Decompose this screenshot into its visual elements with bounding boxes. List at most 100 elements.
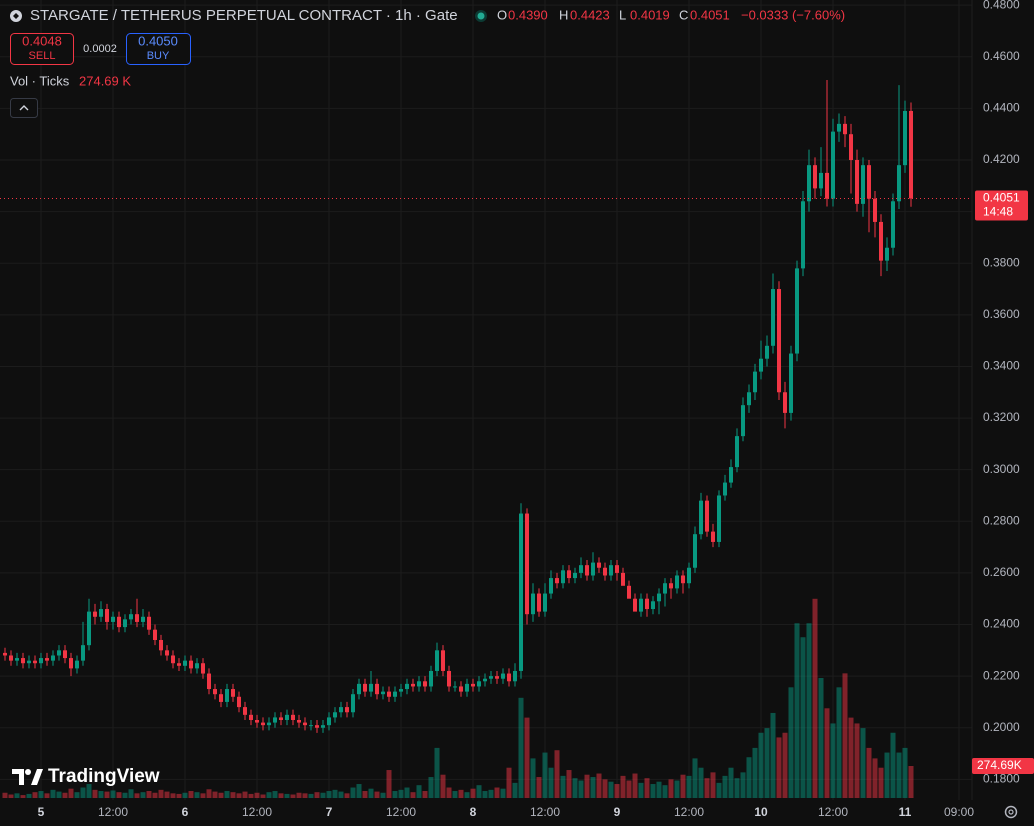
volume-bar [176,793,182,798]
volume-bar [236,793,242,798]
volume-bar [152,792,158,798]
candle-body [69,658,73,669]
candle-body [699,500,703,535]
watermark-text: TradingView [48,766,160,787]
volume-bar [446,787,452,798]
x-tick-label: 7 [326,805,333,819]
y-tick-label: 0.3800 [983,255,1020,269]
candle-body [837,123,841,132]
settings-gear-hub[interactable] [1008,809,1014,815]
volume-bar [140,792,146,798]
volume-bar [404,787,410,798]
volume-bar [26,793,32,798]
candle-body [81,645,85,661]
volume-bar [770,712,776,798]
candle-body [657,593,661,602]
volume-bar [8,794,14,798]
volume-bar [386,770,392,798]
volume-bar [728,767,734,798]
volume-bar [818,678,824,798]
candle-body [615,565,619,573]
volume-tag [972,757,1034,774]
candle-body [165,650,169,656]
candle-body [195,663,199,669]
volume-bar [422,791,428,798]
volume-bar [536,777,542,798]
candle-body [405,683,409,690]
candle-body [717,495,721,542]
candle-body [585,565,589,576]
volume-bar [782,732,788,798]
candle-body [777,289,781,393]
candle-body [21,658,25,664]
candle-body [345,707,349,713]
candle-body [333,712,337,718]
settings-gear[interactable] [1004,805,1018,819]
volume-bar [416,785,422,798]
settings-button[interactable] [1004,805,1018,819]
volume-bar [368,788,374,798]
sell-button[interactable]: 0.4048 SELL [10,33,74,65]
volume-bar [20,795,26,798]
sell-label[interactable]: SELL [29,50,56,62]
volume-bar [434,747,440,798]
chart-title: STARGATE / TETHERUS PERPETUAL CONTRACT ·… [30,7,458,24]
candle-body [501,673,505,679]
volume-bar [734,778,740,798]
legend-value: 0.4051 [690,7,730,22]
buy-price[interactable]: 0.4050 [138,33,178,48]
collapse-chevron[interactable] [19,105,29,111]
volume-value: 274.69 K [79,73,131,88]
buy-button[interactable]: 0.4050 BUY [126,33,191,65]
sell-box[interactable] [10,33,74,65]
volume-bar [326,791,332,798]
volume-bar [632,773,638,798]
volume-bar [884,752,890,798]
volume-bar [848,717,854,798]
candle-body [639,598,643,612]
volume-bar [614,784,620,798]
candle-body [129,614,133,620]
price-tag [975,190,1028,221]
volume-bar [644,778,650,798]
candle-body [267,722,271,726]
candle-body [183,660,187,666]
volume-bar [902,747,908,798]
candle-body [873,198,877,222]
volume-bar [746,757,752,798]
candle-body [291,714,295,720]
volume-bar [266,792,272,798]
volume-bar [320,792,326,798]
candle-body [609,565,613,576]
candle-body [627,585,631,599]
sell-price[interactable]: 0.4048 [22,33,62,48]
symbol-icon-mark [13,13,19,19]
volume-bar [530,758,536,798]
y-tick-label: 0.2200 [983,668,1020,682]
volume-bar [104,791,110,798]
volume-bar [362,791,368,798]
y-tick-label: 0.4800 [983,0,1020,11]
candle-body [285,714,289,720]
candle-body [741,405,745,437]
candle-body [843,123,847,135]
watermark: TradingView [12,766,160,787]
candle-body [663,583,667,594]
volume-bar [788,687,794,798]
collapse-button[interactable] [10,98,38,118]
candle-body [651,601,655,610]
candle-body [711,531,715,542]
legend-key: H [559,7,568,22]
candle-body [687,567,691,584]
x-tick-label: 12:00 [242,805,272,819]
candle-body [879,221,883,261]
buy-box[interactable] [126,33,191,65]
buy-label[interactable]: BUY [147,50,170,62]
candle-body [93,611,97,617]
candle-body [549,578,553,594]
volume-bar [764,728,770,798]
candle-body [885,247,889,261]
collapse-box[interactable] [10,98,38,118]
volume-bar [650,784,656,798]
